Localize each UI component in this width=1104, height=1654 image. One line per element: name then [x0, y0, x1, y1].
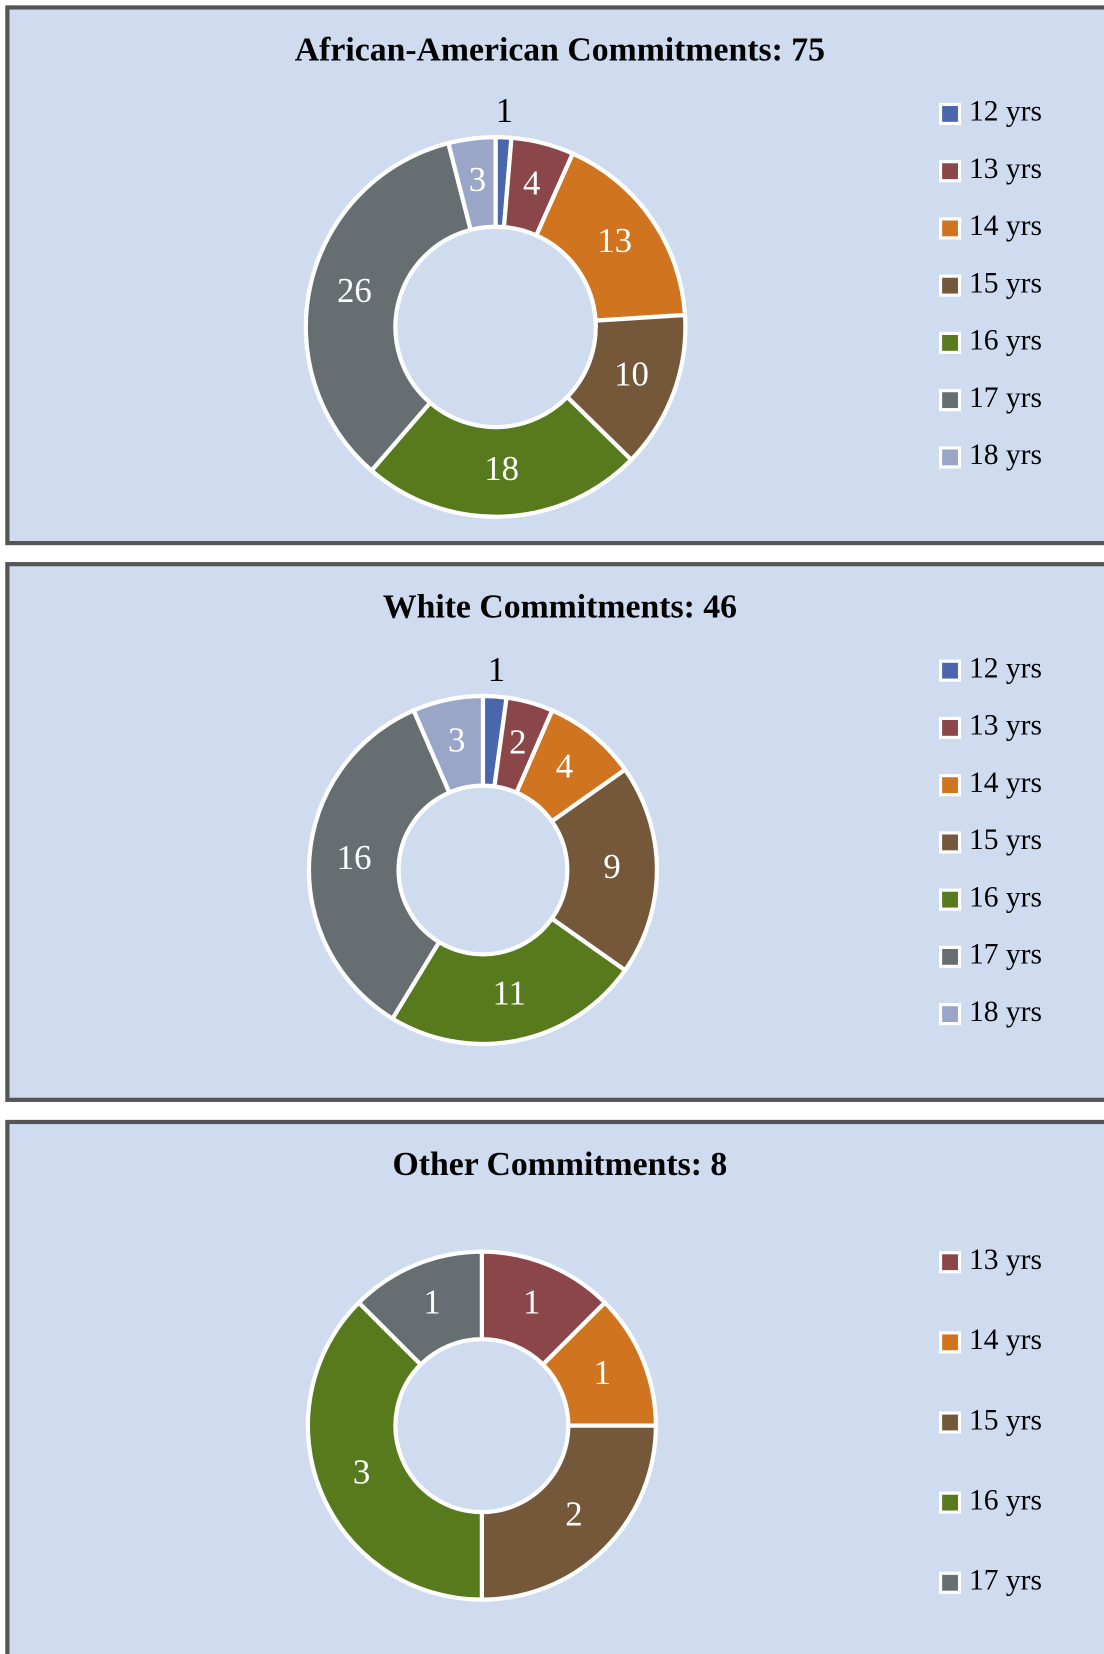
legend-swatch — [938, 446, 962, 469]
legend-label: 12 yrs — [969, 96, 1042, 128]
data-label: 9 — [603, 847, 620, 886]
chart-title: Other Commitments: 8 — [393, 1146, 728, 1183]
data-label: 3 — [448, 720, 465, 759]
legend-swatch — [938, 1411, 962, 1434]
donut-slice — [306, 707, 453, 1022]
legend-swatch — [938, 1331, 962, 1354]
data-label: 13 — [597, 221, 632, 260]
legend-swatch — [938, 102, 962, 126]
legend-swatch — [938, 217, 962, 240]
donut-slice — [548, 766, 660, 974]
donut-slice — [305, 1299, 484, 1602]
data-label: 18 — [484, 449, 519, 488]
legend-label: 14 yrs — [969, 1324, 1042, 1356]
legend-label: 18 yrs — [969, 996, 1042, 1028]
legend-swatch — [938, 1571, 962, 1594]
legend-label: 16 yrs — [969, 881, 1042, 913]
chart-title: African-American Commitments: 75 — [295, 32, 825, 69]
legend-label: 17 yrs — [969, 382, 1042, 414]
legend-swatch — [938, 888, 962, 911]
donut-slice — [479, 1423, 658, 1602]
legend-label: 17 yrs — [969, 939, 1042, 971]
donut-slice — [368, 394, 635, 519]
data-label: 2 — [509, 723, 526, 762]
donut-slice — [445, 135, 498, 233]
legend-swatch — [938, 831, 962, 854]
legend-label: 12 yrs — [969, 652, 1042, 684]
legend-swatch — [938, 716, 962, 739]
donut-slice — [389, 915, 629, 1047]
legend-label: 18 yrs — [969, 439, 1042, 471]
legend-swatch — [938, 331, 962, 354]
legend-label: 13 yrs — [969, 153, 1042, 185]
data-label: 1 — [423, 1282, 440, 1321]
legend-swatch — [938, 274, 962, 297]
data-label: 3 — [469, 160, 486, 199]
legend-label: 15 yrs — [969, 267, 1042, 299]
data-label: 4 — [523, 163, 540, 202]
legend-swatch — [938, 389, 962, 412]
data-label: 1 — [496, 91, 513, 130]
legend-swatch — [938, 1251, 962, 1274]
legend-label: 15 yrs — [969, 824, 1042, 856]
legend-swatch — [938, 160, 962, 183]
legend-swatch — [938, 659, 962, 682]
data-label: 11 — [492, 973, 526, 1012]
data-label: 10 — [614, 354, 649, 393]
data-label: 4 — [556, 747, 573, 786]
data-label: 26 — [337, 271, 372, 310]
chart-title: White Commitments: 46 — [383, 588, 737, 625]
data-label: 2 — [565, 1495, 582, 1534]
data-label: 1 — [523, 1282, 540, 1321]
data-label: 1 — [488, 650, 505, 689]
legend-label: 13 yrs — [969, 710, 1042, 742]
legend-swatch — [938, 1491, 962, 1514]
data-label: 1 — [593, 1353, 610, 1392]
data-label: 16 — [337, 838, 372, 877]
legend-label: 15 yrs — [969, 1404, 1042, 1436]
data-label: 3 — [353, 1452, 370, 1491]
legend-label: 16 yrs — [969, 325, 1042, 357]
legend-swatch — [938, 774, 962, 797]
donut-slice — [533, 150, 688, 323]
legend-swatch — [938, 945, 962, 968]
donut-slice — [355, 1249, 484, 1368]
legend-label: 17 yrs — [969, 1565, 1042, 1597]
legend-label: 13 yrs — [969, 1244, 1042, 1276]
legend-label: 14 yrs — [969, 767, 1042, 799]
legend-label: 14 yrs — [969, 210, 1042, 242]
legend-swatch — [938, 1003, 962, 1026]
donut-slice — [410, 693, 486, 796]
donut-slice — [303, 140, 474, 474]
legend-label: 16 yrs — [969, 1484, 1042, 1516]
